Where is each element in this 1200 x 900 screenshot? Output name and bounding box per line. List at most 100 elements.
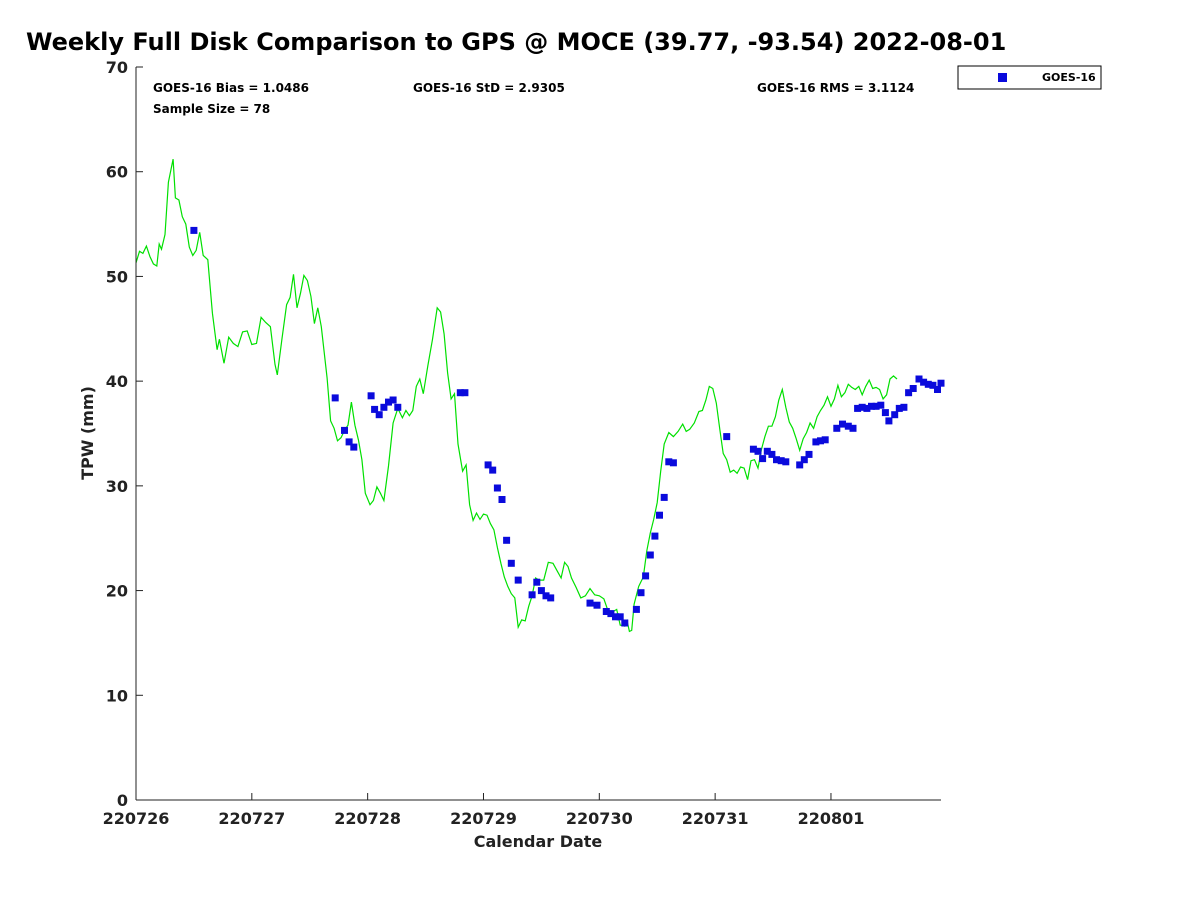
goes-point — [607, 610, 615, 618]
goes-point — [456, 389, 464, 397]
goes-point — [905, 389, 913, 397]
goes-point — [371, 405, 379, 413]
goes-point — [642, 572, 650, 580]
std-stat: GOES-16 StD = 2.9305 — [413, 81, 565, 95]
goes-point — [514, 576, 522, 584]
goes-point — [868, 402, 875, 410]
goes-point — [632, 605, 640, 613]
goes-point — [602, 608, 610, 615]
y-tick-label: 30 — [106, 477, 128, 496]
x-tick-label: 220731 — [682, 809, 749, 828]
goes-point — [833, 424, 841, 432]
chart-title: Weekly Full Disk Comparison to GPS @ MOC… — [26, 28, 1007, 56]
goes-point — [937, 379, 945, 387]
goes-point — [461, 389, 469, 397]
goes-point — [621, 619, 629, 627]
goes-point — [660, 493, 668, 501]
goes-point — [777, 457, 785, 465]
legend-box — [957, 65, 1102, 90]
goes-point — [900, 403, 908, 411]
goes-point — [612, 613, 619, 621]
y-tick-label: 20 — [106, 582, 128, 601]
y-axis-label: TPW (mm) — [78, 386, 97, 480]
goes-point — [844, 422, 852, 430]
goes-point — [503, 536, 511, 544]
goes-point — [920, 378, 928, 386]
x-tick-label: 220801 — [798, 809, 865, 828]
goes-point — [528, 591, 536, 599]
goes-point — [489, 466, 497, 474]
goes-series — [190, 226, 945, 627]
x-tick-label: 220729 — [450, 809, 517, 828]
goes-point — [656, 511, 663, 519]
goes-point — [749, 445, 757, 453]
x-tick-label: 220728 — [334, 809, 401, 828]
goes-point — [763, 447, 771, 455]
x-axis-label: Calendar Date — [474, 832, 603, 851]
goes-point — [863, 404, 871, 412]
goes-point — [637, 589, 645, 597]
goes-point — [895, 404, 903, 412]
x-tick-label: 220730 — [566, 809, 633, 828]
goes-point — [909, 385, 917, 392]
goes-point — [796, 461, 804, 469]
goes-point — [533, 578, 541, 586]
goes-point — [493, 484, 501, 492]
goes-point — [759, 455, 767, 463]
goes-point — [367, 392, 375, 400]
sample-size-stat: Sample Size = 78 — [153, 102, 270, 116]
y-tick-label: 60 — [106, 163, 128, 182]
goes-point — [547, 594, 555, 602]
goes-point — [616, 613, 624, 621]
goes-point — [773, 456, 780, 464]
goes-point — [651, 532, 659, 540]
plot-area — [136, 67, 941, 800]
x-tick-label: 220726 — [103, 809, 170, 828]
goes-point — [881, 409, 889, 417]
y-tick-label: 0 — [117, 791, 128, 810]
goes-point — [872, 402, 880, 410]
goes-point — [345, 438, 353, 446]
goes-point — [839, 420, 846, 428]
goes-point — [812, 438, 820, 446]
goes-point — [858, 403, 866, 411]
y-tick-label: 70 — [106, 58, 128, 77]
goes-point — [934, 386, 941, 393]
axes: 0 10 20 30 40 50 60 70 220726 220727 220728 220729 2… — [103, 58, 941, 828]
goes-point — [542, 592, 550, 600]
y-tick-label: 40 — [106, 372, 128, 391]
goes-point — [821, 436, 829, 444]
goes-point — [394, 403, 402, 411]
goes-point — [800, 456, 808, 464]
x-tick-label: 220727 — [218, 809, 285, 828]
goes-point — [375, 411, 383, 419]
goes-point — [924, 380, 932, 388]
goes-point — [389, 396, 397, 404]
goes-point — [484, 461, 492, 469]
bias-stat: GOES-16 Bias = 1.0486 — [153, 81, 309, 95]
goes-point — [854, 404, 862, 412]
goes-point — [646, 551, 654, 559]
plot-background — [136, 67, 941, 800]
goes-point — [537, 587, 545, 595]
goes-point — [805, 450, 813, 458]
goes-point — [915, 375, 923, 383]
goes-point — [929, 381, 937, 389]
gps-series — [135, 158, 898, 633]
goes-point — [385, 398, 392, 406]
goes-point — [885, 417, 893, 425]
y-tick-label: 50 — [106, 267, 128, 286]
goes-point — [593, 601, 601, 609]
goes-point — [331, 394, 339, 402]
goes-point — [507, 559, 515, 567]
goes-point — [754, 447, 762, 455]
goes-point — [877, 401, 885, 409]
goes-point — [190, 226, 198, 234]
goes-point — [768, 450, 776, 458]
goes-point — [723, 433, 731, 441]
rms-stat: GOES-16 RMS = 3.1124 — [757, 81, 914, 95]
goes-point — [380, 403, 388, 411]
goes-point — [782, 458, 790, 466]
goes-point — [669, 459, 677, 467]
